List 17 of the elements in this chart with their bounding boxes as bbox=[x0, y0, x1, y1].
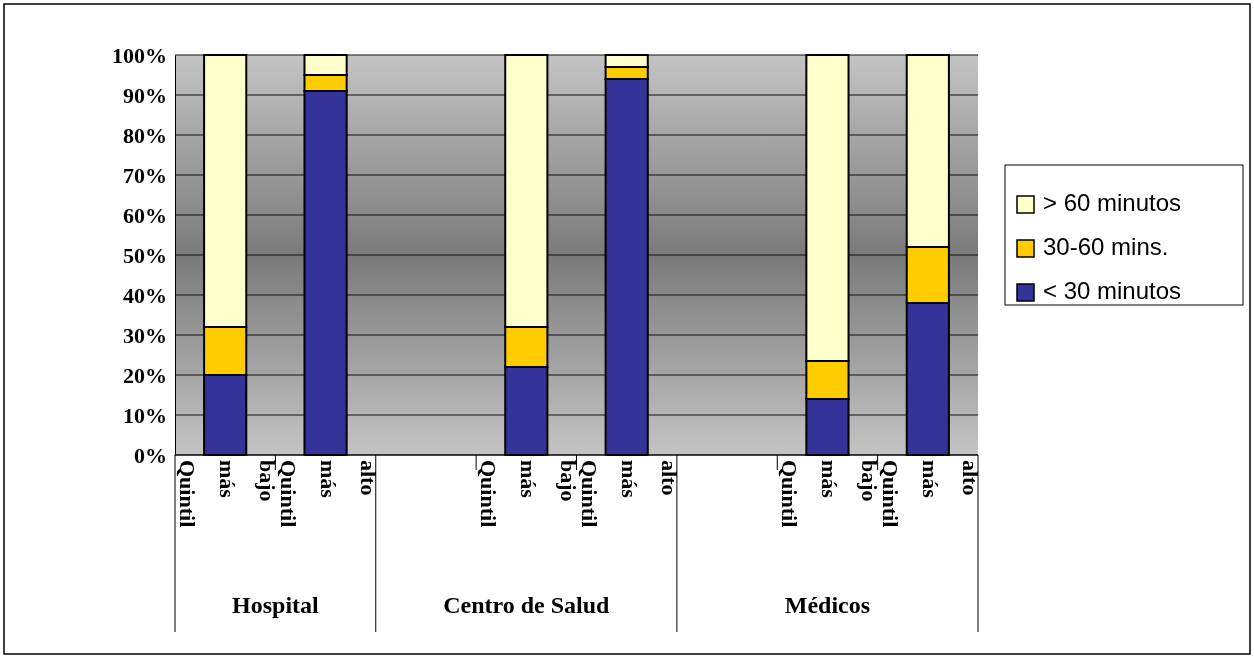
y-tick-label: 20% bbox=[123, 362, 167, 388]
text: Centro de Salud bbox=[443, 592, 611, 618]
y-tick-label: 70% bbox=[123, 162, 167, 188]
text: Médicos bbox=[784, 592, 871, 618]
y-tick-label: 80% bbox=[123, 122, 167, 148]
y-tick-label: 0% bbox=[134, 442, 167, 468]
y-tick-label: 90% bbox=[123, 82, 167, 108]
y-tick-label: 40% bbox=[123, 282, 167, 308]
y-tick-label: 30% bbox=[123, 322, 167, 348]
y-tick-label: 50% bbox=[123, 242, 167, 268]
y-tick-label: 60% bbox=[123, 202, 167, 228]
y-tick-label: 10% bbox=[123, 402, 167, 428]
y-tick-label: 100% bbox=[112, 42, 167, 68]
legend-label: 30-60 mins. bbox=[1043, 233, 1169, 261]
legend-label: < 30 minutos bbox=[1043, 277, 1182, 305]
legend-label: > 60 minutos bbox=[1043, 189, 1182, 217]
text: Hospital bbox=[232, 592, 320, 618]
